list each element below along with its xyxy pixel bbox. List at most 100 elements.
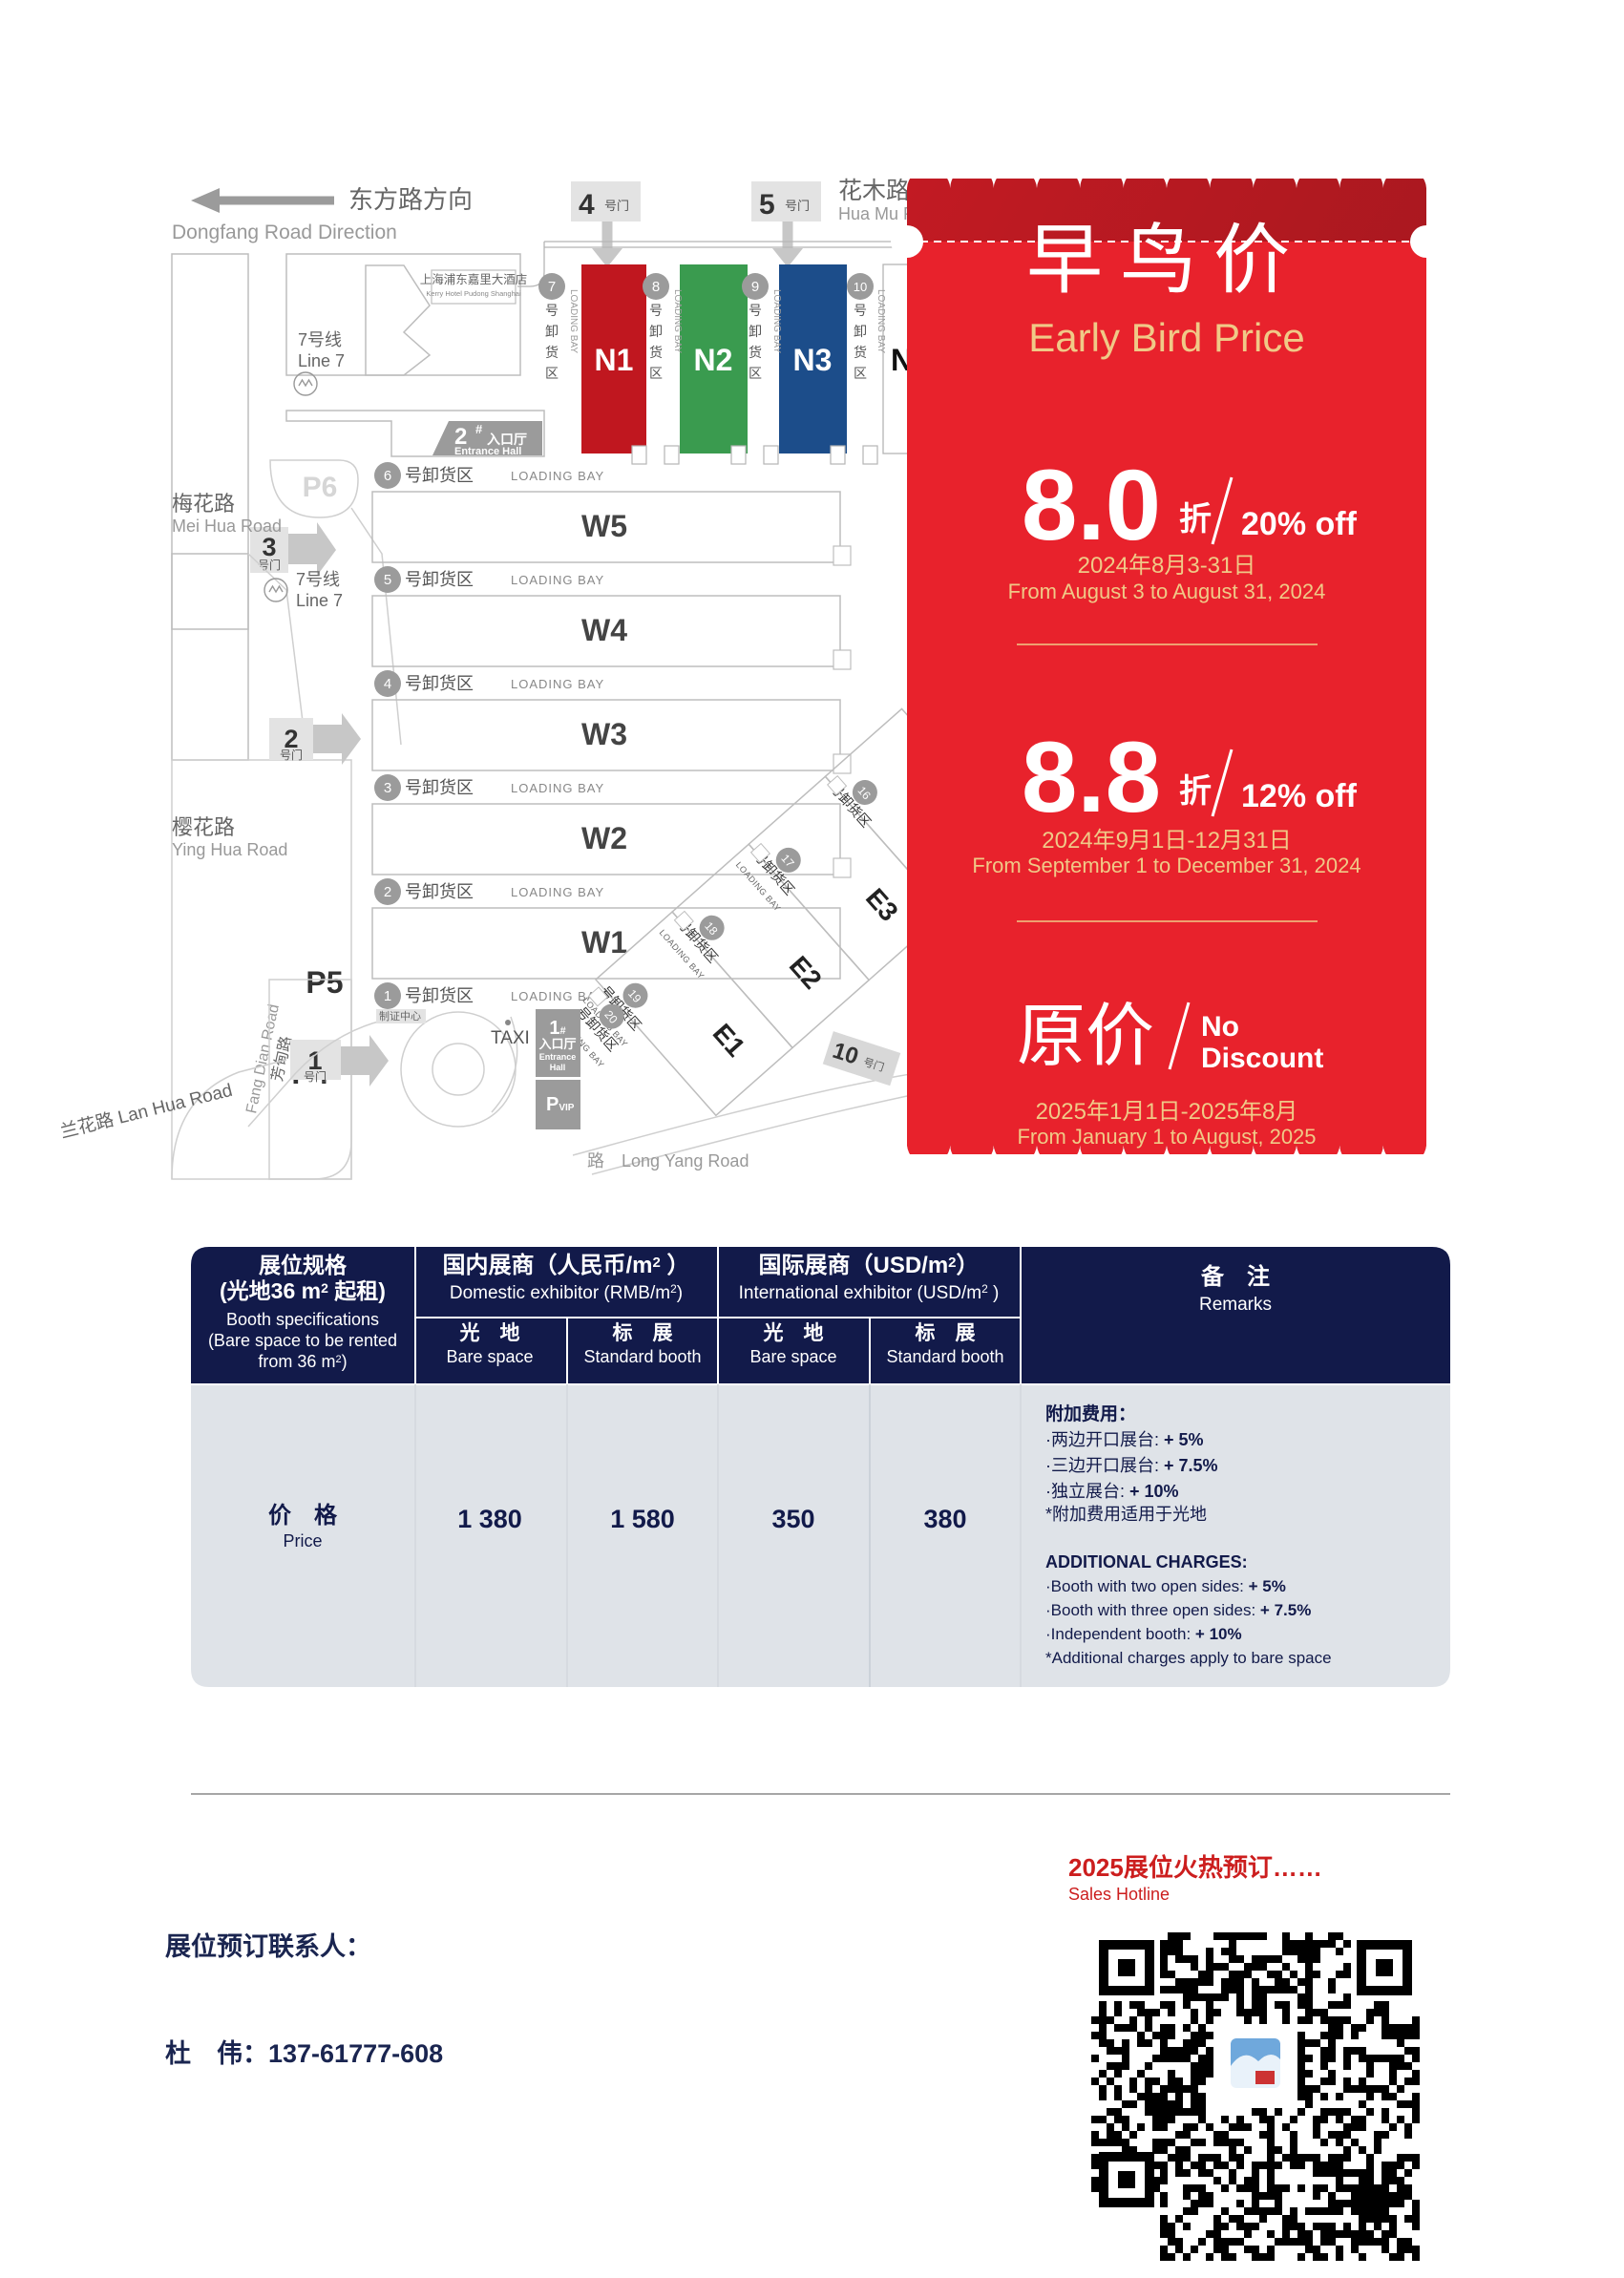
svg-text:2025年1月1日-2025年8月: 2025年1月1日-2025年8月 [1036,1099,1298,1125]
svg-text:4: 4 [579,189,595,221]
svg-text:ADDITIONAL CHARGES:: ADDITIONAL CHARGES: [1045,1552,1248,1571]
svg-text:上海浦东嘉里大酒店: 上海浦东嘉里大酒店 [420,272,528,286]
svg-text:Hall: Hall [550,1063,566,1072]
svg-text:折: 折 [1179,773,1212,810]
svg-text:早鸟价: 早鸟价 [1026,218,1307,303]
svg-text:2024年9月1日-12月31日: 2024年9月1日-12月31日 [1042,828,1291,854]
svg-text:卸: 卸 [749,324,762,339]
svg-text:2: 2 [384,884,391,900]
svg-text:号门: 号门 [604,199,629,213]
svg-text:Standard booth: Standard booth [886,1347,1003,1366]
svg-text:光 地: 光 地 [459,1321,520,1344]
svg-text:From September 1 to December 3: From September 1 to December 31, 2024 [972,854,1360,877]
svg-text:#: # [475,422,483,436]
svg-text:Bare space: Bare space [446,1347,533,1366]
svg-text:LOADING BAY: LOADING BAY [511,677,604,691]
svg-text:货: 货 [749,345,762,360]
svg-text:光 地: 光 地 [763,1321,824,1344]
svg-text:号卸货区: 号卸货区 [405,986,474,1005]
svg-text:Mei Hua Road: Mei Hua Road [172,517,282,536]
svg-text:花木路: 花木路 [838,178,910,204]
svg-text:W4: W4 [581,613,627,647]
svg-text:8.0: 8.0 [1022,450,1161,561]
svg-text:TAXI: TAXI [491,1028,530,1048]
svg-text:备 注: 备 注 [1200,1263,1270,1290]
svg-text:350: 350 [771,1505,814,1533]
svg-text:Discount: Discount [1201,1043,1323,1074]
svg-text:梅花路: 梅花路 [172,492,235,516]
svg-text:9: 9 [751,279,759,295]
svg-text:·三边开口展台: + 7.5%: ·三边开口展台: + 7.5% [1045,1456,1218,1475]
svg-text:LOADING BAY: LOADING BAY [511,573,604,587]
svg-text:LOADING BAY: LOADING BAY [511,469,604,483]
svg-text:号卸货区: 号卸货区 [405,778,474,797]
svg-text:附加费用：: 附加费用： [1045,1403,1136,1424]
svg-text:Early Bird Price: Early Bird Price [1028,315,1304,360]
svg-text:号门: 号门 [280,748,303,762]
svg-text:Dongfang Road Direction: Dongfang Road Direction [172,221,397,243]
svg-text:号卸货区: 号卸货区 [405,882,474,901]
svg-text:号: 号 [649,303,663,318]
svg-text:Bare space: Bare space [749,1347,836,1366]
svg-text:国际展商（USD/m2）: 国际展商（USD/m2） [758,1252,979,1278]
svg-text:Booth specifications: Booth specifications [226,1310,379,1329]
svg-text:From August 3 to August 31, 20: From August 3 to August 31, 2024 [1008,580,1326,603]
svg-text:入口厅: 入口厅 [538,1037,576,1051]
svg-text:3: 3 [262,533,276,561]
svg-text:(光地36 m2 起租): (光地36 m2 起租) [220,1278,386,1303]
svg-text:标 展: 标 展 [916,1321,976,1344]
svg-text:区: 区 [854,366,867,381]
svg-text:Remarks: Remarks [1199,1295,1272,1315]
svg-text:价 格: 价 格 [268,1503,338,1529]
svg-text:from 36 m2): from 36 m2) [258,1352,347,1371]
svg-text:2024年8月3-31日: 2024年8月3-31日 [1078,553,1256,579]
svg-text:7号线: 7号线 [296,570,340,589]
svg-text:N3: N3 [793,343,833,377]
svg-text:区: 区 [649,366,663,381]
svg-text:International exhibitor (USD/m: International exhibitor (USD/m2 ) [739,1282,1000,1303]
svg-text:380: 380 [923,1505,966,1533]
svg-text:号门: 号门 [785,199,810,213]
svg-text:Price: Price [283,1531,322,1550]
svg-text:樱花路: 樱花路 [172,815,235,839]
svg-text:LOADING BAY: LOADING BAY [771,289,782,353]
svg-text:号卸货区: 号卸货区 [405,674,474,693]
svg-text:·两边开口展台: + 5%: ·两边开口展台: + 5% [1045,1430,1204,1449]
svg-text:LOADING BAY: LOADING BAY [511,781,604,795]
svg-text:展位预订联系人：: 展位预订联系人： [165,1931,371,1961]
svg-text:杜 伟：137-61777-608: 杜 伟：137-61777-608 [165,2039,443,2068]
svg-text:*Additional charges apply to b: *Additional charges apply to bare space [1045,1649,1332,1667]
svg-text:7: 7 [548,279,556,295]
svg-text:折: 折 [1179,501,1212,538]
svg-text:4: 4 [384,676,391,692]
svg-text:8: 8 [652,279,660,295]
svg-text:No: No [1201,1011,1239,1043]
svg-text:路 Long Yang Road: 路 Long Yang Road [587,1151,749,1171]
svg-text:制证中心: 制证中心 [379,1010,421,1023]
svg-text:号: 号 [749,303,762,318]
svg-text:1: 1 [384,988,391,1004]
svg-text:卸: 卸 [545,324,559,339]
svg-text:LOADING BAY: LOADING BAY [568,289,579,353]
svg-text:2025展位火热预订……: 2025展位火热预订…… [1068,1853,1322,1882]
svg-text:Line 7: Line 7 [296,591,343,610]
svg-text:卸: 卸 [854,324,867,339]
svg-text:·Booth with three open sides:: ·Booth with three open sides: + 7.5% [1045,1601,1311,1619]
svg-text:5: 5 [759,189,775,221]
svg-text:号门: 号门 [304,1069,327,1084]
svg-text:N1: N1 [595,343,634,377]
svg-text:12% off: 12% off [1241,778,1358,814]
svg-text:Entrance Hall: Entrance Hall [454,446,521,457]
svg-text:1 380: 1 380 [457,1505,522,1533]
svg-text:Entrance: Entrance [539,1052,577,1062]
svg-text:货: 货 [854,345,867,360]
svg-text:号: 号 [545,303,559,318]
svg-text:·Independent booth: + 10%: ·Independent booth: + 10% [1045,1625,1242,1643]
svg-text:展位规格: 展位规格 [259,1253,348,1277]
svg-text:货: 货 [545,345,559,360]
svg-text:P6: P6 [303,472,338,503]
svg-text:卸: 卸 [649,324,663,339]
svg-text:*附加费用适用于光地: *附加费用适用于光地 [1045,1505,1207,1524]
svg-text:8.8: 8.8 [1022,722,1161,833]
svg-text:W3: W3 [581,717,627,751]
